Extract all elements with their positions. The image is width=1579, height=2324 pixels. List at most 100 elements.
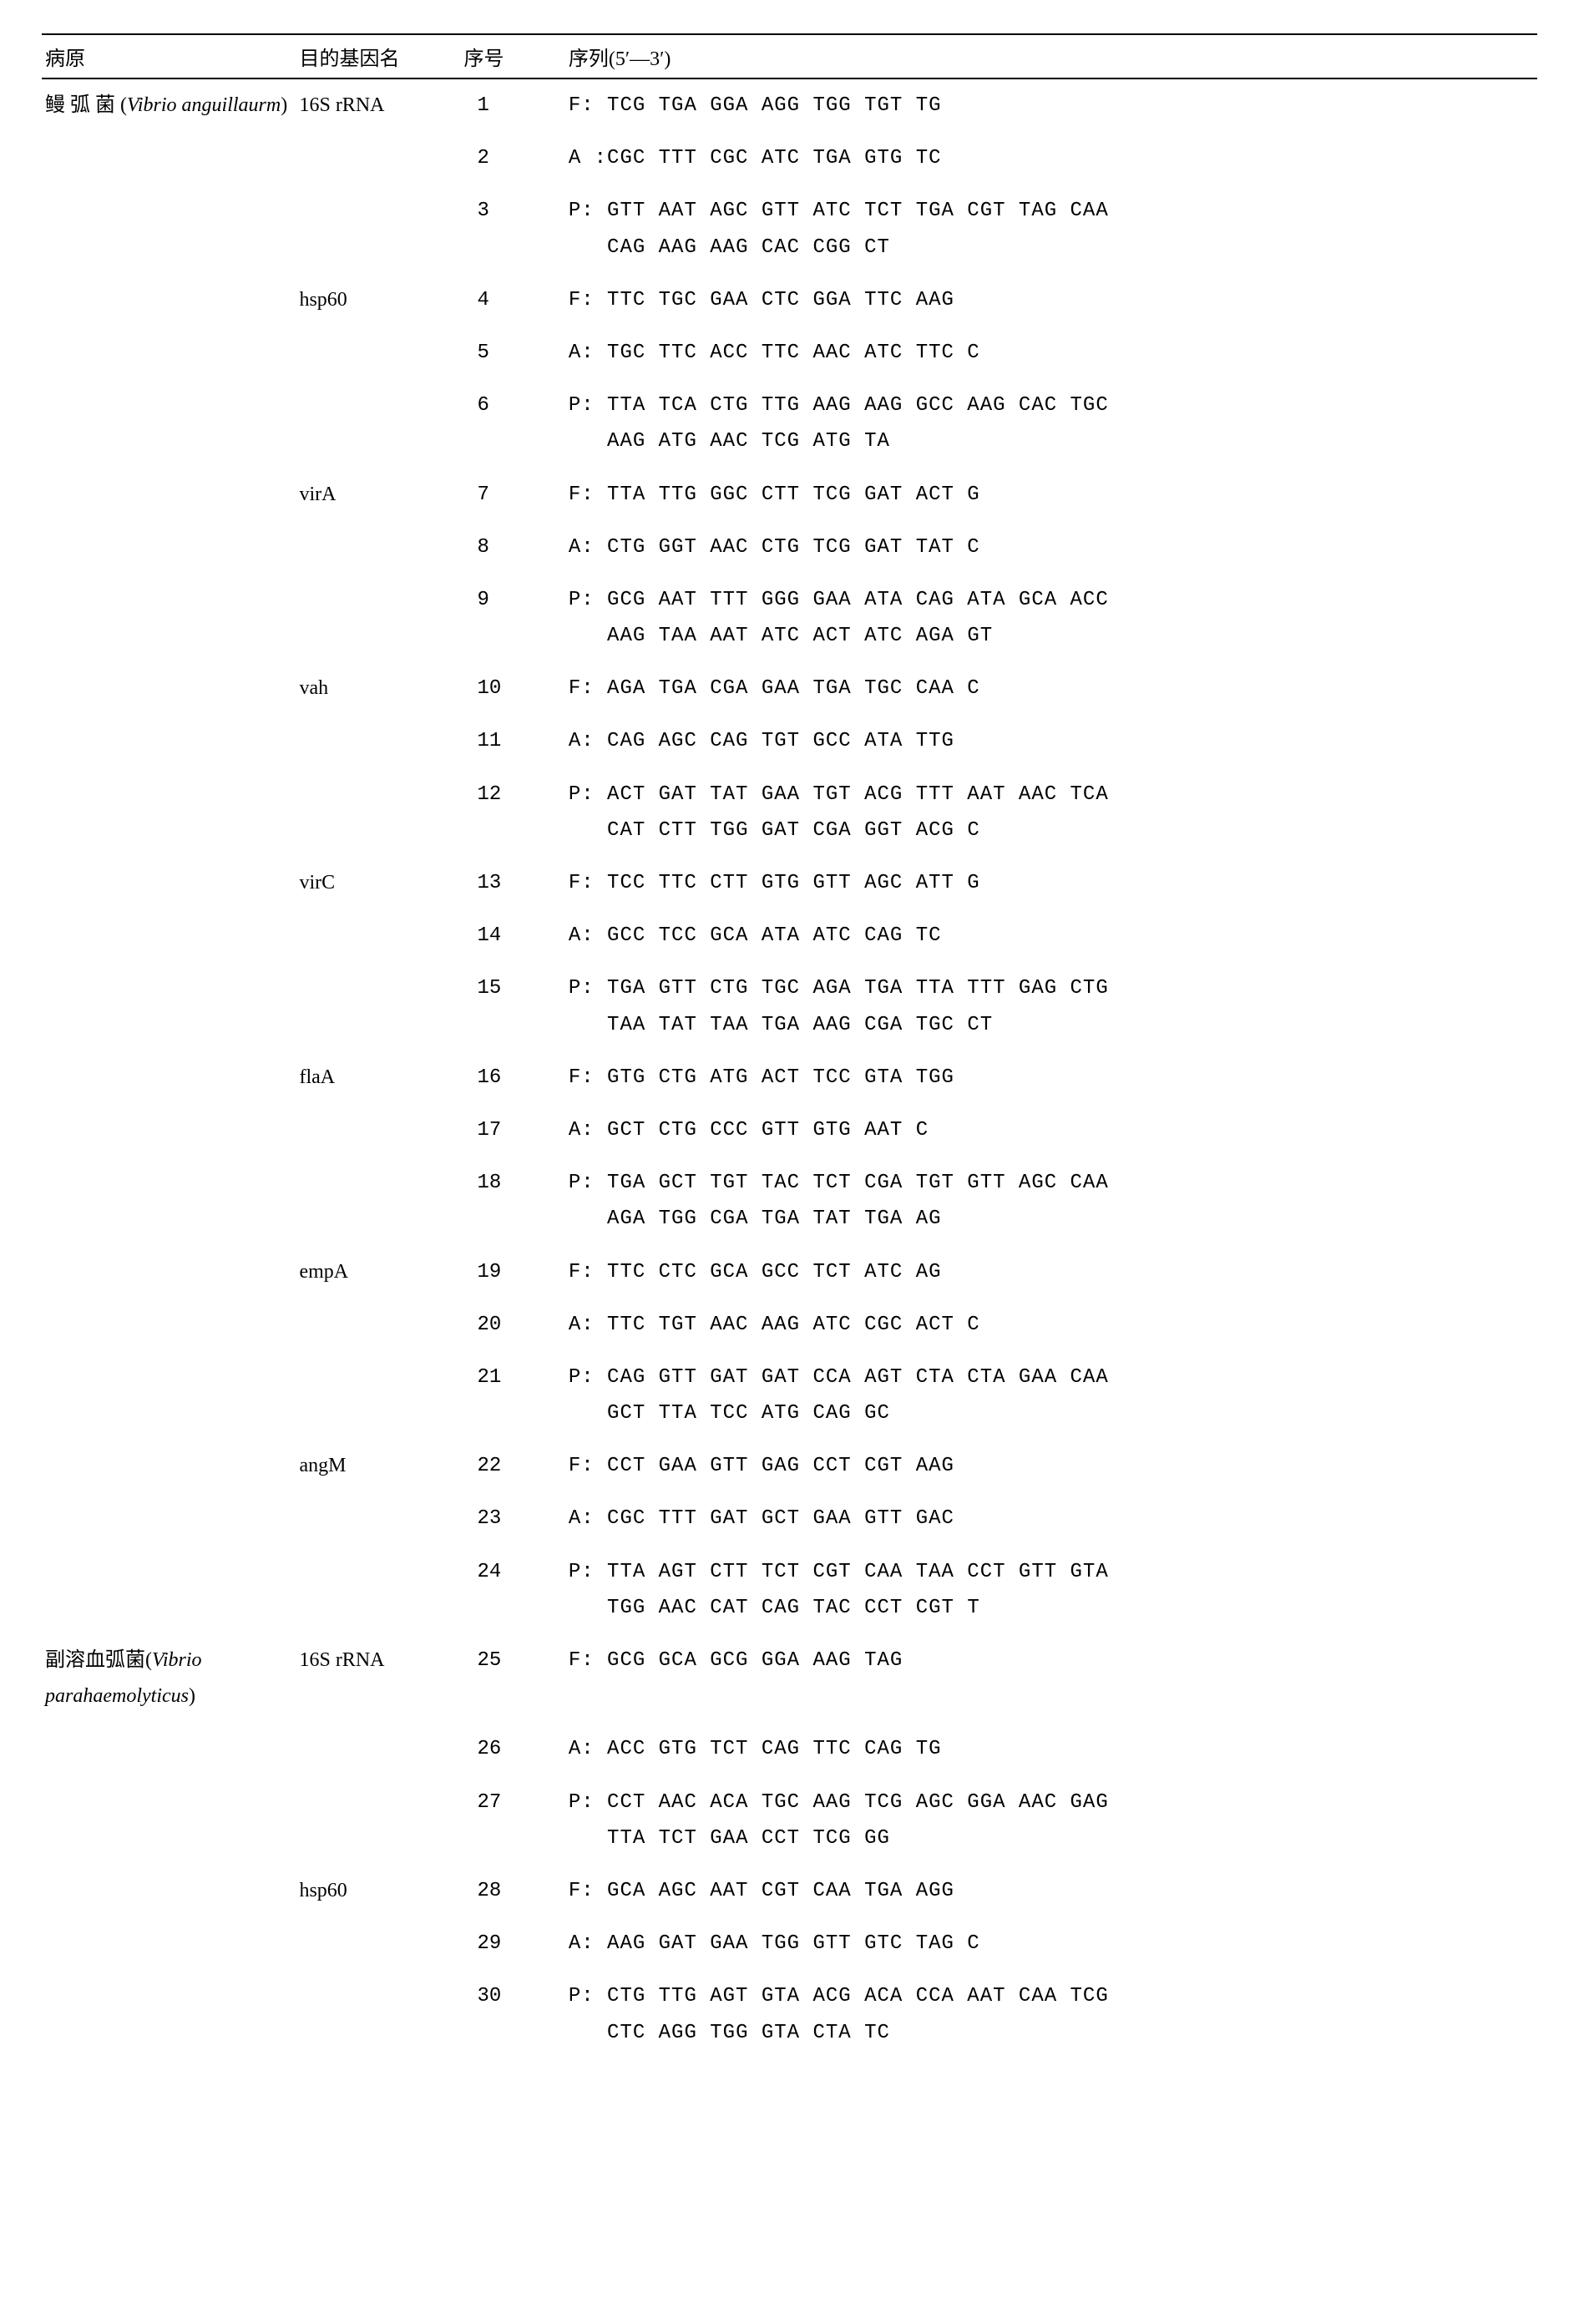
pathogen-cell xyxy=(42,132,296,185)
gene-cell xyxy=(296,132,460,185)
gene-cell xyxy=(296,1351,460,1440)
sequence-table: 病原 目的基因名 序号 序列(5′—3′) 鳗 弧 菌 (Vibrio angu… xyxy=(42,33,1537,2059)
header-seqno: 序号 xyxy=(460,34,564,78)
table-row: 30P: CTG TTG AGT GTA ACG ACA CCA AAT CAA… xyxy=(42,1970,1537,2058)
sequence-cell: F: GCA AGC AAT CGT CAA TGA AGG xyxy=(565,1865,1537,1917)
seqno-cell: 1 xyxy=(460,78,564,132)
pathogen-cell xyxy=(42,715,296,767)
gene-cell xyxy=(296,1492,460,1545)
table-row: 鳗 弧 菌 (Vibrio anguillaurm)16S rRNA1F: TC… xyxy=(42,78,1537,132)
seqno-cell: 7 xyxy=(460,468,564,521)
seqno-cell: 2 xyxy=(460,132,564,185)
sequence-cell: P: GCG AAT TTT GGG GAA ATA CAG ATA GCA A… xyxy=(565,574,1537,662)
sequence-cell: P: GTT AAT AGC GTT ATC TCT TGA CGT TAG C… xyxy=(565,185,1537,273)
seqno-cell: 5 xyxy=(460,327,564,379)
sequence-cell: A: AAG GAT GAA TGG GTT GTC TAG C xyxy=(565,1917,1537,1970)
table-row: flaA16F: GTG CTG ATG ACT TCC GTA TGG xyxy=(42,1051,1537,1104)
gene-cell xyxy=(296,327,460,379)
pathogen-cell xyxy=(42,1970,296,2058)
seqno-cell: 27 xyxy=(460,1776,564,1865)
sequence-cell: P: ACT GAT TAT GAA TGT ACG TTT AAT AAC T… xyxy=(565,768,1537,857)
seqno-cell: 8 xyxy=(460,521,564,574)
seqno-cell: 9 xyxy=(460,574,564,662)
pathogen-cell xyxy=(42,468,296,521)
sequence-cell: F: AGA TGA CGA GAA TGA TGC CAA C xyxy=(565,662,1537,715)
seqno-cell: 20 xyxy=(460,1299,564,1351)
sequence-cell: A: GCT CTG CCC GTT GTG AAT C xyxy=(565,1104,1537,1157)
seqno-cell: 13 xyxy=(460,857,564,909)
gene-cell: virA xyxy=(296,468,460,521)
sequence-cell: A: ACC GTG TCT CAG TTC CAG TG xyxy=(565,1723,1537,1775)
pathogen-cell: 副溶血弧菌(Vibrio parahaemolyticus) xyxy=(42,1634,296,1723)
table-row: 11A: CAG AGC CAG TGT GCC ATA TTG xyxy=(42,715,1537,767)
seqno-cell: 25 xyxy=(460,1634,564,1723)
pathogen-cell xyxy=(42,379,296,468)
sequence-cell: A: TGC TTC ACC TTC AAC ATC TTC C xyxy=(565,327,1537,379)
seqno-cell: 22 xyxy=(460,1440,564,1492)
table-row: 27P: CCT AAC ACA TGC AAG TCG AGC GGA AAC… xyxy=(42,1776,1537,1865)
seqno-cell: 21 xyxy=(460,1351,564,1440)
pathogen-cell xyxy=(42,1865,296,1917)
table-row: 8A: CTG GGT AAC CTG TCG GAT TAT C xyxy=(42,521,1537,574)
pathogen-cell xyxy=(42,768,296,857)
gene-cell xyxy=(296,1917,460,1970)
pathogen-cell xyxy=(42,909,296,962)
pathogen-cell xyxy=(42,574,296,662)
header-sequence: 序列(5′—3′) xyxy=(565,34,1537,78)
pathogen-cell xyxy=(42,857,296,909)
sequence-cell: P: TGA GCT TGT TAC TCT CGA TGT GTT AGC C… xyxy=(565,1157,1537,1245)
gene-cell: virC xyxy=(296,857,460,909)
sequence-cell: P: CCT AAC ACA TGC AAG TCG AGC GGA AAC G… xyxy=(565,1776,1537,1865)
table-row: 26A: ACC GTG TCT CAG TTC CAG TG xyxy=(42,1723,1537,1775)
seqno-cell: 16 xyxy=(460,1051,564,1104)
seqno-cell: 18 xyxy=(460,1157,564,1245)
table-row: virC13F: TCC TTC CTT GTG GTT AGC ATT G xyxy=(42,857,1537,909)
gene-cell xyxy=(296,521,460,574)
pathogen-cell xyxy=(42,962,296,1051)
pathogen-cell xyxy=(42,1440,296,1492)
sequence-cell: F: TCG TGA GGA AGG TGG TGT TG xyxy=(565,78,1537,132)
table-row: 24P: TTA AGT CTT TCT CGT CAA TAA CCT GTT… xyxy=(42,1546,1537,1634)
gene-cell: hsp60 xyxy=(296,1865,460,1917)
seqno-cell: 4 xyxy=(460,274,564,327)
pathogen-cell xyxy=(42,1351,296,1440)
gene-cell xyxy=(296,1104,460,1157)
table-row: 18P: TGA GCT TGT TAC TCT CGA TGT GTT AGC… xyxy=(42,1157,1537,1245)
gene-cell xyxy=(296,1723,460,1775)
seqno-cell: 3 xyxy=(460,185,564,273)
pathogen-name-latin: Vibrio anguillaurm xyxy=(127,94,281,116)
table-row: 副溶血弧菌(Vibrio parahaemolyticus)16S rRNA25… xyxy=(42,1634,1537,1723)
table-row: 29A: AAG GAT GAA TGG GTT GTC TAG C xyxy=(42,1917,1537,1970)
seqno-cell: 10 xyxy=(460,662,564,715)
table-row: hsp6028F: GCA AGC AAT CGT CAA TGA AGG xyxy=(42,1865,1537,1917)
seqno-cell: 12 xyxy=(460,768,564,857)
sequence-cell: F: GTG CTG ATG ACT TCC GTA TGG xyxy=(565,1051,1537,1104)
sequence-cell: A: TTC TGT AAC AAG ATC CGC ACT C xyxy=(565,1299,1537,1351)
header-gene: 目的基因名 xyxy=(296,34,460,78)
sequence-cell: P: TTA AGT CTT TCT CGT CAA TAA CCT GTT G… xyxy=(565,1546,1537,1634)
sequence-cell: A: CTG GGT AAC CTG TCG GAT TAT C xyxy=(565,521,1537,574)
pathogen-cell xyxy=(42,185,296,273)
sequence-cell: A :CGC TTT CGC ATC TGA GTG TC xyxy=(565,132,1537,185)
table-row: vah10F: AGA TGA CGA GAA TGA TGC CAA C xyxy=(42,662,1537,715)
sequence-cell: A: GCC TCC GCA ATA ATC CAG TC xyxy=(565,909,1537,962)
header-pathogen: 病原 xyxy=(42,34,296,78)
sequence-cell: P: TGA GTT CTG TGC AGA TGA TTA TTT GAG C… xyxy=(565,962,1537,1051)
gene-cell: 16S rRNA xyxy=(296,1634,460,1723)
gene-cell xyxy=(296,909,460,962)
sequence-cell: F: TTC TGC GAA CTC GGA TTC AAG xyxy=(565,274,1537,327)
pathogen-cell xyxy=(42,521,296,574)
sequence-cell: P: TTA TCA CTG TTG AAG AAG GCC AAG CAC T… xyxy=(565,379,1537,468)
seqno-cell: 29 xyxy=(460,1917,564,1970)
table-row: 15P: TGA GTT CTG TGC AGA TGA TTA TTT GAG… xyxy=(42,962,1537,1051)
sequence-cell: P: CAG GTT GAT GAT CCA AGT CTA CTA GAA C… xyxy=(565,1351,1537,1440)
seqno-cell: 30 xyxy=(460,1970,564,2058)
pathogen-cell: 鳗 弧 菌 (Vibrio anguillaurm) xyxy=(42,78,296,132)
pathogen-cell xyxy=(42,1104,296,1157)
seqno-cell: 14 xyxy=(460,909,564,962)
seqno-cell: 26 xyxy=(460,1723,564,1775)
table-row: angM22F: CCT GAA GTT GAG CCT CGT AAG xyxy=(42,1440,1537,1492)
gene-cell: hsp60 xyxy=(296,274,460,327)
pathogen-name-cn: 副溶血弧菌( xyxy=(45,1649,152,1671)
gene-cell xyxy=(296,1157,460,1245)
